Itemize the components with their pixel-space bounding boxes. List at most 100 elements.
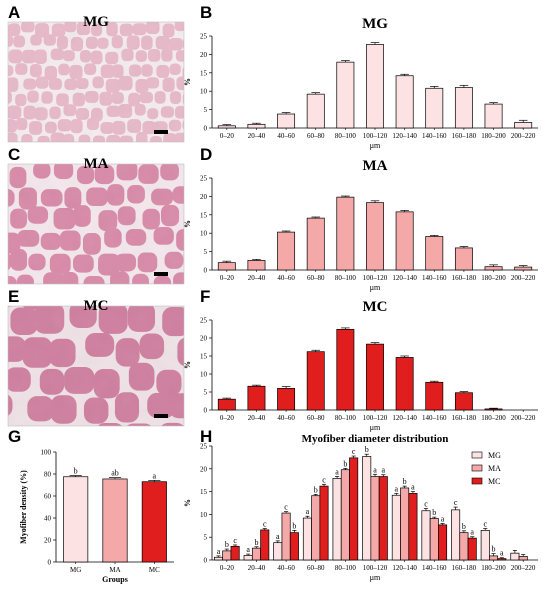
bar xyxy=(251,547,261,561)
significance-letter: a xyxy=(217,547,221,556)
y-tick-label: 10 xyxy=(200,230,208,238)
bar xyxy=(454,87,473,129)
significance-letter: b xyxy=(365,445,369,454)
significance-letter: b xyxy=(292,521,296,530)
bar xyxy=(230,545,240,561)
x-tick-label: 160–180 xyxy=(452,132,477,140)
bar xyxy=(366,44,384,129)
y-tick-label: 10 xyxy=(200,371,208,379)
y-tick-label: 15 xyxy=(200,488,208,496)
y-tick-label: 10 xyxy=(200,88,208,96)
y-tick-label: 5 xyxy=(204,534,208,542)
y-axis-label: % xyxy=(183,78,192,86)
x-tick-label: 200–220 xyxy=(511,564,536,572)
y-tick-label: 0 xyxy=(204,557,208,565)
significance-letter: a xyxy=(500,549,504,558)
micrograph-label: MC xyxy=(84,298,109,314)
bar xyxy=(336,61,355,129)
bar xyxy=(222,550,232,561)
significance-letter: b xyxy=(343,459,347,468)
x-tick-label: 40–60 xyxy=(277,274,295,282)
y-axis-label: % xyxy=(183,220,192,228)
x-axis-label: μm xyxy=(370,573,381,582)
bar xyxy=(260,529,270,561)
significance-letter: a xyxy=(246,545,250,554)
y-axis-label: % xyxy=(183,361,192,369)
x-tick-label: 100–120 xyxy=(363,414,388,422)
significance-letter: a xyxy=(411,483,415,492)
chart-combined-distribution: Myofiber diameter distribution 0 5 10 15 20 25… xyxy=(183,433,538,582)
bar xyxy=(366,343,384,411)
bar xyxy=(484,103,503,129)
y-tick-label: 5 xyxy=(204,248,208,256)
x-tick-label: 100–120 xyxy=(363,274,388,282)
bar xyxy=(332,478,342,561)
x-tick-label: 180–200 xyxy=(481,274,506,282)
x-tick-label: 160–180 xyxy=(452,414,477,422)
x-tick-label: 60–80 xyxy=(307,274,325,282)
y-tick-label: 20 xyxy=(200,193,208,201)
bar xyxy=(311,495,321,561)
significance-letter: a xyxy=(153,471,157,480)
chart-title: MG xyxy=(362,16,388,32)
x-tick-label: 140–160 xyxy=(422,564,447,572)
bar xyxy=(510,552,520,561)
y-tick-label: 25 xyxy=(200,443,208,451)
bar xyxy=(217,262,236,271)
x-tick-label: 140–160 xyxy=(422,274,447,282)
significance-letter: c xyxy=(322,475,326,484)
y-tick-label: 100 xyxy=(41,449,52,457)
x-tick-label: 100–120 xyxy=(363,564,388,572)
x-tick-label: 0–20 xyxy=(220,274,235,282)
significance-letter: b xyxy=(314,485,318,494)
chart-title: Myofiber diameter distribution xyxy=(302,433,449,445)
bar xyxy=(366,202,384,271)
x-tick-label: 20–40 xyxy=(248,564,266,572)
scale-bar xyxy=(154,272,168,276)
x-axis-label: μm xyxy=(370,423,381,432)
micrograph-ma: MA xyxy=(7,156,185,285)
x-tick-label: 120–140 xyxy=(392,564,417,572)
x-tick-label: 160–180 xyxy=(452,564,477,572)
significance-letter: c xyxy=(233,536,237,545)
significance-letter: a xyxy=(335,468,339,477)
x-tick-label: 160–180 xyxy=(452,274,477,282)
x-tick-label: MG xyxy=(70,566,81,574)
significance-letter: a xyxy=(306,507,310,516)
bar xyxy=(395,75,414,129)
bar xyxy=(281,512,291,561)
x-tick-label: 40–60 xyxy=(277,414,295,422)
x-axis-label: μm xyxy=(370,283,381,292)
bar xyxy=(454,392,473,411)
significance-letter: b xyxy=(462,522,466,531)
significance-letter: b xyxy=(254,538,258,547)
y-tick-label: 20 xyxy=(200,465,208,473)
legend-label: MC xyxy=(488,477,500,486)
significance-letter: a xyxy=(276,532,280,541)
bar xyxy=(349,457,359,561)
bar xyxy=(425,381,444,411)
bar xyxy=(489,555,499,561)
bar xyxy=(451,509,461,561)
bar xyxy=(484,408,503,411)
y-tick-label: 25 xyxy=(200,33,208,41)
y-tick-label: 0 xyxy=(48,559,52,567)
panel-letter-f: F xyxy=(200,287,210,306)
micrograph-label: MA xyxy=(84,156,109,172)
bar xyxy=(277,231,296,271)
micrograph-mc: MC xyxy=(7,298,185,427)
significance-letter: c xyxy=(454,498,458,507)
bar xyxy=(63,476,89,563)
significance-letter: a xyxy=(382,466,386,475)
bar xyxy=(247,260,266,271)
x-tick-label: MC xyxy=(149,566,160,574)
bar xyxy=(306,351,325,411)
bar xyxy=(438,524,448,561)
y-tick-label: 10 xyxy=(200,511,208,519)
bar xyxy=(217,398,236,411)
scale-bar xyxy=(154,414,168,418)
bar xyxy=(378,476,388,561)
y-tick-label: 0 xyxy=(204,267,208,275)
y-tick-label: 15 xyxy=(200,69,208,77)
